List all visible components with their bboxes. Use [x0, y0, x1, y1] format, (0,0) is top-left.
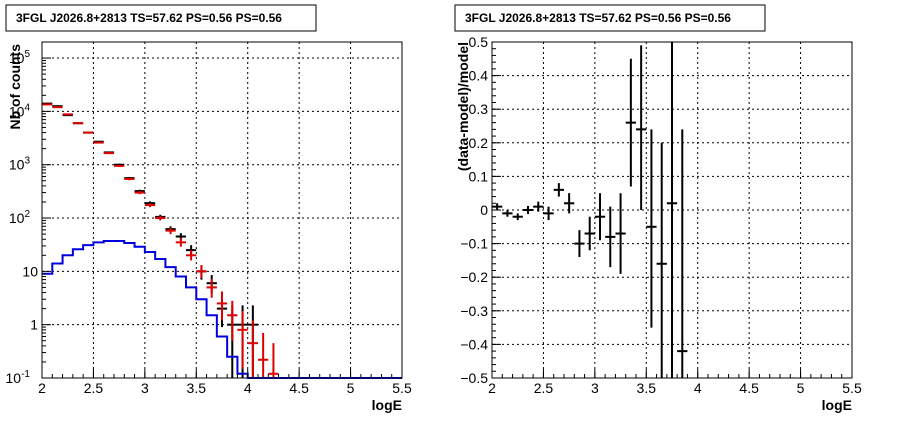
- x-tick-label: 5.5: [392, 380, 412, 396]
- y-tick-exponent: 4: [24, 102, 30, 113]
- data-point: [574, 230, 585, 258]
- y-tick-label: 0.4: [469, 68, 489, 84]
- y-tick-exponent: 3: [24, 156, 30, 167]
- counts-chart-title: 3FGL J2026.8+2813 TS=57.62 PS=0.56 PS=0.…: [16, 11, 282, 25]
- y-tick-label: 0: [480, 202, 488, 218]
- data-point: [42, 103, 53, 106]
- x-tick-label: 4: [244, 380, 252, 396]
- data-point: [666, 42, 678, 378]
- x-tick-label: 4.5: [739, 380, 759, 396]
- x-tick-label: 5.5: [842, 380, 862, 396]
- data-point: [502, 210, 513, 217]
- data-point: [227, 300, 238, 341]
- data-point: [553, 183, 564, 197]
- x-tick-label: 4: [694, 380, 702, 396]
- data-point: [512, 213, 523, 221]
- data-point: [196, 265, 207, 279]
- data-point: [206, 278, 217, 298]
- x-tick-label: 2.5: [534, 380, 554, 396]
- x-tick-label: 3: [141, 380, 149, 396]
- data-point: [564, 193, 575, 214]
- data-point: [134, 191, 145, 195]
- data-point: [522, 205, 534, 215]
- data-point: [93, 141, 104, 144]
- data-point: [268, 343, 279, 378]
- residuals-panel: 3FGL J2026.8+2813 TS=57.62 PS=0.56 PS=0.…: [449, 0, 898, 421]
- data-point: [216, 291, 228, 321]
- data-point: [543, 206, 554, 221]
- counts-panel: 3FGL J2026.8+2813 TS=57.62 PS=0.56 PS=0.…: [0, 0, 449, 421]
- residuals-title-box: 3FGL J2026.8+2813 TS=57.62 PS=0.56 PS=0.…: [454, 4, 766, 32]
- y-tick-label: 1: [30, 317, 38, 333]
- data-point: [175, 238, 186, 247]
- x-tick-label: 2: [38, 380, 46, 396]
- residuals-title-frame: [454, 4, 766, 32]
- y-tick-label: −0.1: [460, 236, 488, 252]
- x-tick-label: 3: [591, 380, 599, 396]
- x-tick-label: 3.5: [637, 380, 657, 396]
- data-point: [636, 45, 647, 210]
- y-tick-exponent: 5: [24, 49, 30, 60]
- x-tick-label: 2: [488, 380, 496, 396]
- counts-x-axis-label: logE: [372, 397, 402, 413]
- x-tick-label: 3.5: [187, 380, 207, 396]
- data-point: [656, 142, 667, 378]
- data-point: [52, 106, 63, 109]
- data-point: [594, 193, 606, 241]
- data-point: [605, 206, 616, 268]
- residuals-chart-title: 3FGL J2026.8+2813 TS=57.62 PS=0.56 PS=0.…: [465, 11, 731, 25]
- x-tick-label: 5: [347, 380, 355, 396]
- data-point: [124, 177, 135, 181]
- data-point: [103, 152, 114, 155]
- model-step-line: [42, 240, 402, 379]
- y-tick-label: −0.3: [460, 303, 488, 319]
- counts-title-box: 3FGL J2026.8+2813 TS=57.62 PS=0.56 PS=0.…: [5, 4, 317, 32]
- data-point: [237, 311, 248, 369]
- data-point: [114, 164, 125, 167]
- counts-y-axis-label: Nb of counts: [7, 44, 23, 130]
- data-point: [186, 250, 197, 261]
- x-tick-label: 4.5: [289, 380, 309, 396]
- y-tick-label: −0.4: [460, 336, 488, 352]
- x-tick-label: 5: [797, 380, 805, 396]
- counts-panel-background: [0, 0, 449, 421]
- counts-series: [42, 102, 402, 379]
- data-point: [258, 332, 269, 378]
- y-tick-label: 0.5: [469, 34, 489, 50]
- residuals-x-axis-label: logE: [822, 397, 852, 413]
- data-point: [584, 216, 595, 251]
- counts-title-frame: [5, 4, 317, 32]
- data-point: [677, 129, 688, 378]
- y-tick-label: 10: [22, 263, 38, 279]
- counts-plot-frame: [41, 41, 403, 379]
- data-point: [144, 203, 156, 208]
- data-point: [492, 203, 503, 210]
- y-tick-exponent: 2: [24, 209, 30, 220]
- y-tick-exponent: -1: [21, 369, 30, 380]
- data-point: [72, 122, 84, 125]
- residuals-series: [492, 42, 688, 378]
- data-point: [625, 58, 636, 187]
- y-tick-label: −0.2: [460, 269, 488, 285]
- data-point: [165, 227, 176, 235]
- data-point: [646, 129, 657, 328]
- data-point: [83, 131, 94, 134]
- data-point: [62, 113, 73, 116]
- y-tick-label: −0.5: [460, 370, 488, 386]
- residuals-axis-ticks: 2 2.5 3 3.5 4 4.5 5 5.5 −0.5 −0.4 −0.3 −0.2 −0.1 0 0.1…: [460, 34, 862, 396]
- data-point: [533, 201, 544, 212]
- y-tick-label: 0.3: [469, 101, 489, 117]
- y-tick-label: 0.2: [469, 135, 489, 151]
- data-point: [155, 215, 166, 221]
- data-point: [247, 320, 258, 378]
- data-point: [615, 193, 626, 274]
- x-tick-label: 2.5: [84, 380, 104, 396]
- y-tick-label: 0.1: [469, 168, 489, 184]
- residuals-y-axis-label: (data-model)/model: [455, 42, 471, 171]
